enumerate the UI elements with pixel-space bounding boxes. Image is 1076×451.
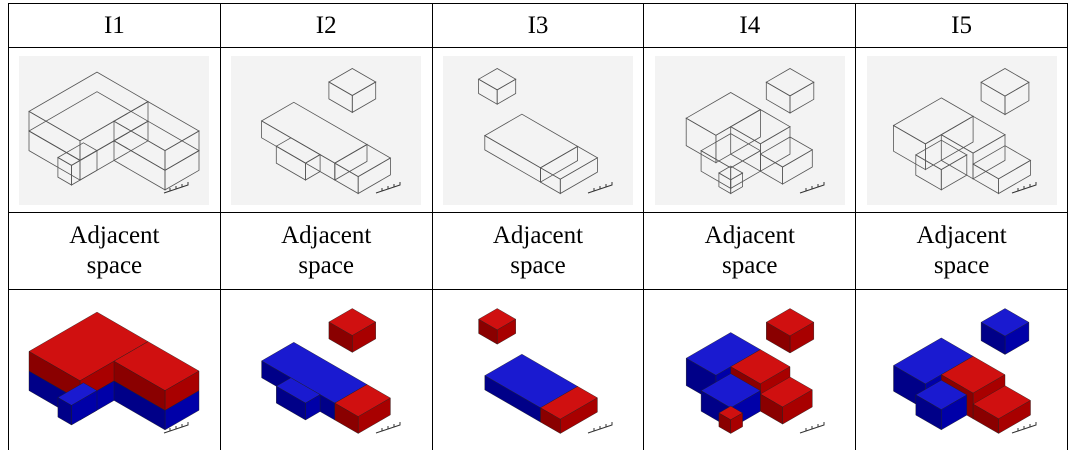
header-cell: I5 <box>855 3 1068 48</box>
header-cell: I3 <box>431 3 645 48</box>
cell-text: Adjacent space <box>704 222 795 279</box>
block-face <box>892 124 926 170</box>
block-face <box>765 321 790 353</box>
wireframe <box>231 55 422 205</box>
text-cell: Adjacent space <box>8 212 221 290</box>
block-face <box>478 318 498 345</box>
wireframe <box>866 55 1057 205</box>
block-face <box>972 162 999 194</box>
block-face <box>759 152 783 185</box>
block-face <box>28 110 81 161</box>
block-face <box>29 350 81 401</box>
block-face <box>58 396 73 425</box>
scale-marker <box>164 181 189 193</box>
colored-model <box>685 307 825 434</box>
scale-marker <box>587 421 613 433</box>
block-face <box>328 80 353 113</box>
image-background <box>654 55 845 205</box>
block-face <box>113 120 166 171</box>
scale-marker <box>1011 421 1037 433</box>
text-cell: Adjacent space <box>643 212 857 290</box>
block-face <box>759 393 783 424</box>
wireframe <box>442 55 633 205</box>
cell-text: Adjacent space <box>916 222 1007 279</box>
block-face <box>980 321 1005 355</box>
image-cell <box>431 47 645 213</box>
scale-marker <box>376 181 401 193</box>
block-face <box>114 360 166 411</box>
cell-text: Adjacent space <box>69 222 160 279</box>
block-face <box>334 161 359 194</box>
block-face <box>730 125 761 172</box>
image-cell <box>8 289 221 450</box>
text-cell: Adjacent space <box>219 212 433 290</box>
image-cell <box>643 289 857 450</box>
block-face <box>940 133 974 179</box>
block-face <box>765 81 791 114</box>
block-face <box>718 412 731 434</box>
wireframe-row <box>8 47 1068 213</box>
colored-model <box>478 307 613 434</box>
image-cell <box>8 47 221 213</box>
colored-model <box>28 311 200 433</box>
colored-model <box>892 307 1037 434</box>
block-face <box>685 117 717 163</box>
block-face <box>540 406 561 434</box>
image-background <box>866 55 1057 205</box>
scale-marker <box>1011 181 1037 193</box>
header-cell: I2 <box>219 3 433 48</box>
image-cell <box>219 47 433 213</box>
image-cell <box>855 47 1068 213</box>
image-background <box>442 55 633 205</box>
header-row: I1 I2 I3 I4 I5 <box>8 3 1068 48</box>
wireframe <box>654 55 845 205</box>
colored-model <box>261 307 401 434</box>
comparison-table: I1 I2 I3 I4 I5 Adjacent space Adjacent s… <box>8 3 1068 450</box>
block-face <box>980 81 1005 115</box>
scale-marker <box>376 421 401 433</box>
block-face <box>915 394 942 430</box>
text-cell: Adjacent space <box>431 212 645 290</box>
block-face <box>914 153 942 190</box>
header-cell: I1 <box>8 3 221 48</box>
block-face <box>540 166 561 194</box>
block-face <box>276 145 307 181</box>
block-face <box>57 156 73 186</box>
scale-marker <box>164 421 189 433</box>
text-row: Adjacent space Adjacent space Adjacent s… <box>8 212 1068 290</box>
block-face <box>700 149 731 189</box>
block-face <box>972 403 999 434</box>
text-cell: Adjacent space <box>855 212 1068 290</box>
image-cell <box>855 289 1068 450</box>
cell-text: Adjacent space <box>492 222 584 279</box>
block-face <box>276 385 306 420</box>
scale-marker <box>799 421 825 433</box>
wireframe <box>19 55 210 205</box>
image-cell <box>431 289 645 450</box>
image-cell <box>643 47 857 213</box>
block-face <box>328 321 353 353</box>
image-background <box>231 55 422 205</box>
cell-text: Adjacent space <box>281 222 372 279</box>
block-face <box>478 78 498 105</box>
scale-marker <box>799 181 825 193</box>
block-face <box>334 402 359 434</box>
image-cell <box>219 289 433 450</box>
header-cell: I4 <box>643 3 857 48</box>
colored-row <box>8 289 1068 450</box>
scale-marker <box>587 181 613 193</box>
block-face <box>718 171 731 194</box>
